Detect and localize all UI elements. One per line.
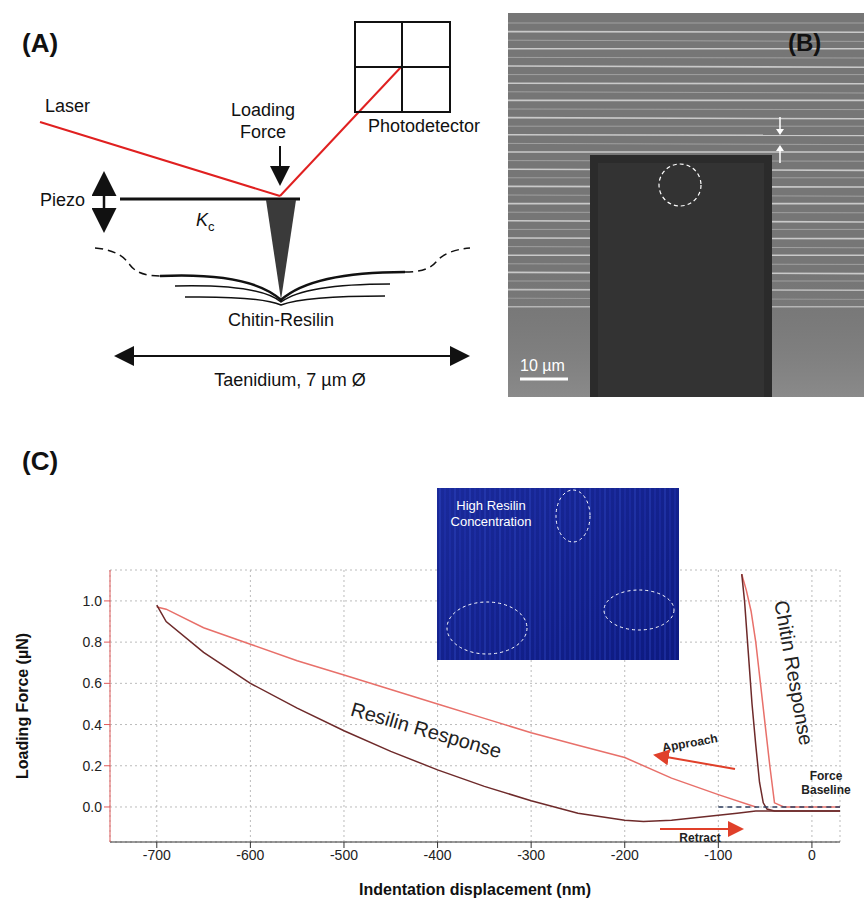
- svg-text:Piezo: Piezo: [40, 190, 85, 210]
- svg-text:Chitin-Resilin: Chitin-Resilin: [228, 310, 334, 330]
- html-text:(C): (C): [22, 446, 59, 476]
- svg-text:Taenidium, 7 µm Ø: Taenidium, 7 µm Ø: [214, 370, 365, 390]
- svg-text:Laser: Laser: [45, 96, 90, 116]
- svg-text:-100: -100: [704, 847, 732, 863]
- svg-text:Indentation displacement (nm): Indentation displacement (nm): [359, 881, 591, 898]
- svg-text:Chitin Response: Chitin Response: [770, 599, 817, 747]
- svg-text:0.6: 0.6: [83, 675, 103, 691]
- svg-text:Approach: Approach: [661, 731, 719, 755]
- svg-text:Loading: Loading: [231, 100, 295, 120]
- svg-text:-400: -400: [424, 847, 452, 863]
- svg-text:Retract: Retract: [679, 831, 720, 845]
- svg-text:Force: Force: [240, 122, 286, 142]
- svg-text:0.4: 0.4: [83, 717, 103, 733]
- svg-text:-300: -300: [517, 847, 545, 863]
- svg-text:Concentration: Concentration: [451, 514, 532, 529]
- svg-text:0.0: 0.0: [83, 799, 103, 815]
- svg-text:-500: -500: [330, 847, 358, 863]
- svg-text:(B): (B): [788, 29, 821, 56]
- svg-text:Force: Force: [810, 769, 843, 783]
- svg-text:High Resilin: High Resilin: [456, 498, 525, 513]
- svg-text:-600: -600: [236, 847, 264, 863]
- svg-text:Baseline: Baseline: [801, 783, 851, 797]
- svg-text:Resilin Response: Resilin Response: [348, 698, 504, 762]
- svg-text:-200: -200: [611, 847, 639, 863]
- svg-text:Photodetector: Photodetector: [368, 116, 480, 136]
- svg-text:0.2: 0.2: [83, 758, 103, 774]
- svg-text:-700: -700: [143, 847, 171, 863]
- svg-text:Loading Force (µN): Loading Force (µN): [14, 633, 31, 779]
- svg-text:(A): (A): [22, 28, 58, 58]
- svg-text:10 µm: 10 µm: [520, 357, 565, 374]
- svg-text:0: 0: [808, 847, 816, 863]
- svg-text:0.8: 0.8: [83, 634, 103, 650]
- svg-text:Kc: Kc: [196, 210, 215, 234]
- svg-text:1.0: 1.0: [83, 593, 103, 609]
